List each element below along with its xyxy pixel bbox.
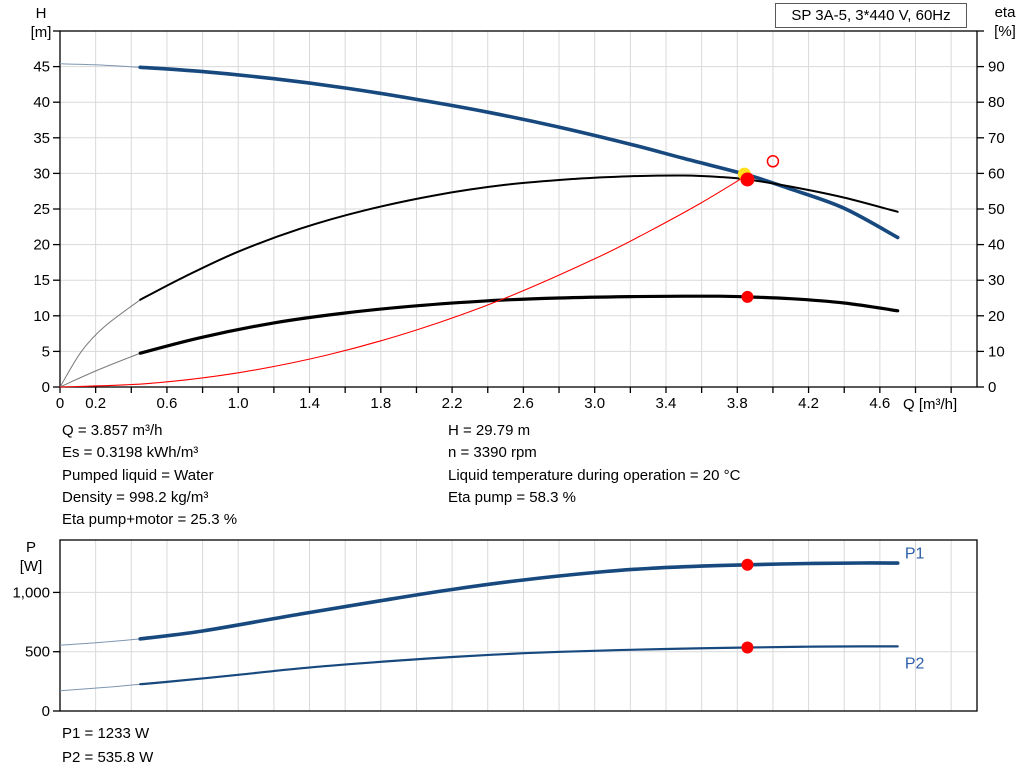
y-left-tick-label: 25 <box>33 201 50 218</box>
pump-title: SP 3A-5, 3*440 V, 60Hz <box>791 7 951 24</box>
y-left-tick-label: 30 <box>33 165 50 182</box>
x-tick-label: 0.6 <box>157 395 178 412</box>
pump-curve-H <box>138 65 900 240</box>
q-axis-title: Q [m³/h] <box>903 396 958 413</box>
info-line-q: Q = 3.857 m³/h <box>62 422 163 439</box>
operating-point-eta-pump <box>740 172 755 187</box>
h-axis-label: H [m] <box>30 5 52 41</box>
y-left-tick-label: 40 <box>33 94 50 111</box>
info-line-temp: Liquid temperature during operation = 20… <box>448 466 741 484</box>
y-right-tick-label: 60 <box>988 165 1005 182</box>
eta-axis-label: eta [%] <box>994 4 1016 40</box>
info-line-density: Density = 998.2 kg/m³ <box>62 488 209 506</box>
info-line-liquid: Pumped liquid = Water <box>62 466 214 484</box>
y-right-tick-label: 30 <box>988 272 1005 289</box>
qh-eta-chart: 0 0.2 0.6 1.0 1.4 1.8 2.2 2.6 3.0 3.4 3.8 4.2 4.6 0 5 1… <box>33 30 1005 412</box>
info-line-eta-pm: Eta pump+motor = 25.3 % <box>62 511 238 529</box>
y-left-tick-label: 20 <box>33 237 50 254</box>
eta-pump-motor-curve-intro <box>59 352 141 388</box>
x-tick-label: 3.4 <box>656 395 677 412</box>
axis-ticks: 0 0.2 0.6 1.0 1.4 1.8 2.2 2.6 3.0 3.4 3.8 4.2 4.6 0 5 1… <box>33 30 1005 412</box>
x-tick-label: 1.0 <box>228 395 249 412</box>
x-tick-label: 4.6 <box>869 395 890 412</box>
x-tick-label: 0.2 <box>85 395 106 412</box>
y-right-tick-label: 80 <box>988 94 1005 111</box>
curve-label-p1: P1 <box>905 545 925 562</box>
gridlines <box>60 540 977 711</box>
eta-pump-motor-curve <box>138 294 900 355</box>
info-line-n: n = 3390 rpm <box>448 444 537 462</box>
eta-pump-curve <box>139 174 899 301</box>
info-line-es: Es = 0.3198 kWh/m³ <box>62 444 199 462</box>
operating-point-info-right: H = 29.79 m n = 3390 rpm Liquid temperat… <box>448 420 740 509</box>
y-left-tick-label: 45 <box>33 59 50 76</box>
x-tick-label: 0 <box>56 395 64 412</box>
y-left-tick-label: 500 <box>25 644 50 661</box>
power-curve-P1-intro <box>59 638 141 646</box>
y-left-tick-label: 10 <box>33 308 50 325</box>
y-right-tick-label: 50 <box>988 201 1005 218</box>
y-right-tick-label: 40 <box>988 237 1005 254</box>
y-right-tick-label: 70 <box>988 130 1005 147</box>
y-right-tick-label: 10 <box>988 343 1005 360</box>
x-tick-label: 3.8 <box>727 395 748 412</box>
y-left-tick-label: 15 <box>33 272 50 289</box>
power-chart: 0 500 1,000 P1 P2 <box>12 539 978 720</box>
power-info: P1 = 1233 W P2 = 535.8 W <box>62 722 153 770</box>
operating-point-p1 <box>741 558 754 571</box>
curve-label-p2: P2 <box>905 656 925 673</box>
plot-border <box>59 539 978 712</box>
power-curve-P2 <box>139 645 899 686</box>
info-line-eta-pump: Eta pump = 58.3 % <box>448 488 576 506</box>
power-curve-P1 <box>138 561 900 641</box>
axis-ticks: 0 500 1,000 <box>12 584 60 720</box>
operating-point-info-left: Q = 3.857 m³/h Es = 0.3198 kWh/m³ Pumped… <box>62 420 237 531</box>
y-left-tick-label: 35 <box>33 130 50 147</box>
gridlines <box>60 31 977 387</box>
y-right-tick-label: 0 <box>988 379 996 396</box>
x-tick-label: 1.4 <box>299 395 320 412</box>
system-curve <box>59 174 748 388</box>
info-line-h: H = 29.79 m <box>448 422 531 439</box>
pump-curve-H-intro <box>59 63 141 68</box>
chart-title-box: SP 3A-5, 3*440 V, 60Hz <box>775 3 967 28</box>
y-left-tick-label: 0 <box>42 703 50 720</box>
y-left-tick-label: 5 <box>42 343 50 360</box>
power-curve-P2-intro <box>59 683 141 692</box>
y-left-tick-label: 1,000 <box>12 584 50 601</box>
y-right-tick-label: 90 <box>988 59 1005 76</box>
x-tick-label: 4.2 <box>798 395 819 412</box>
y-left-tick-label: 0 <box>42 379 50 396</box>
x-tick-label: 1.8 <box>370 395 391 412</box>
operating-point-p2 <box>741 641 754 654</box>
eta-pump-curve-intro <box>59 299 141 388</box>
x-tick-label: 2.2 <box>442 395 463 412</box>
operating-point-eta-pump-motor <box>741 290 754 303</box>
x-tick-label: 2.6 <box>513 395 534 412</box>
y-right-tick-label: 20 <box>988 308 1005 325</box>
info-line-p2: P2 = 535.8 W <box>62 749 154 766</box>
p-axis-label: P [W] <box>19 539 43 575</box>
rated-duty-point <box>766 155 780 168</box>
info-line-p1: P1 = 1233 W <box>62 725 150 742</box>
x-tick-label: 3.0 <box>584 395 605 412</box>
